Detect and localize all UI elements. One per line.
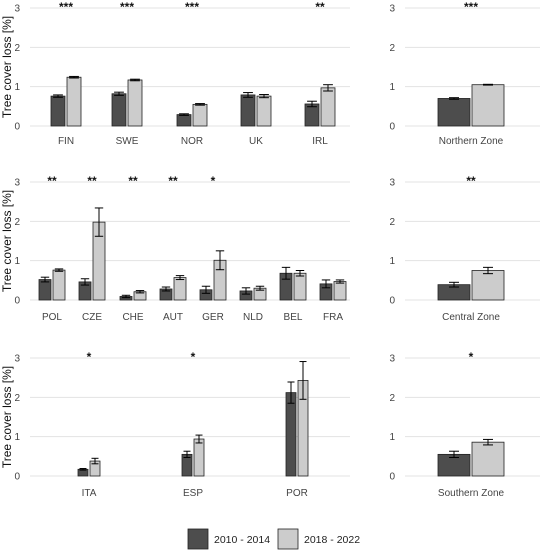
x-tick-label: BEL (284, 312, 303, 323)
y-tick-label: 1 (389, 432, 395, 443)
bar-nor-2018-2022 (192, 103, 208, 127)
x-tick-label: GER (202, 312, 224, 323)
legend-label: 2018 - 2022 (304, 534, 360, 546)
legend: 2010 - 2014 2018 - 2022 (187, 528, 360, 550)
y-tick-label: 3 (389, 178, 395, 189)
x-tick-label: FIN (58, 136, 74, 147)
bar-irl-2010-2014 (304, 103, 320, 127)
y-tick-label: 3 (14, 4, 20, 15)
bar-irl-2018-2022 (320, 87, 336, 127)
significance-marker: ** (315, 0, 325, 14)
y-tick-label: 2 (389, 217, 395, 228)
y-tick-label: 3 (389, 354, 395, 365)
bar-por-2010-2014 (285, 392, 297, 477)
legend-swatch-2010-2014 (187, 528, 209, 550)
y-tick-label: 3 (14, 178, 20, 189)
y-tick-label: 2 (14, 393, 20, 404)
significance-marker: * (87, 350, 92, 364)
chart-panel-4: 0 1 2 3 Central Zone ** (389, 174, 540, 323)
y-tick-label: 2 (389, 393, 395, 404)
chart-panel-6: 0 1 2 3 Southern Zone * (389, 350, 540, 499)
y-tick-label: 0 (389, 472, 395, 483)
y-tick-label: 0 (14, 122, 20, 133)
bar-fra-2018-2022 (333, 281, 347, 301)
significance-marker: ** (47, 174, 57, 188)
x-tick-label: POL (42, 312, 62, 323)
significance-marker: *** (120, 0, 134, 14)
x-tick-label: SWE (116, 136, 139, 147)
significance-marker: * (211, 174, 216, 188)
x-tick-label: Northern Zone (439, 136, 504, 147)
x-tick-label: FRA (323, 312, 343, 323)
y-axis-label: Tree cover loss [%] (0, 16, 14, 118)
y-tick-label: 1 (389, 256, 395, 267)
y-tick-label: 0 (14, 296, 20, 307)
bar-swe-2018-2022 (127, 79, 143, 127)
y-tick-label: 1 (14, 256, 20, 267)
bar-uk-2018-2022 (256, 95, 272, 127)
bar-aut-2018-2022 (173, 277, 187, 301)
legend-label: 2010 - 2014 (214, 534, 270, 546)
x-tick-label: ITA (82, 488, 97, 499)
y-tick-label: 1 (389, 82, 395, 93)
bar-fin-2018-2022 (66, 76, 82, 127)
bar-fin-2010-2014 (50, 95, 66, 127)
x-tick-label: CZE (82, 312, 102, 323)
y-tick-label: 1 (14, 432, 20, 443)
significance-marker: ** (128, 174, 138, 188)
y-tick-label: 3 (389, 4, 395, 15)
legend-swatch-2018-2022 (277, 528, 299, 550)
bar-pol-2010-2014 (38, 279, 52, 301)
x-tick-label: NOR (181, 136, 203, 147)
bar-pol-2018-2022 (52, 269, 66, 301)
x-tick-label: IRL (312, 136, 328, 147)
bar-central-zone-2018-2022 (471, 270, 505, 301)
bar-swe-2010-2014 (111, 93, 127, 127)
x-tick-label: Southern Zone (438, 488, 505, 499)
bar-esp-2018-2022 (193, 438, 205, 477)
y-tick-label: 0 (14, 472, 20, 483)
significance-marker: * (469, 350, 474, 364)
y-tick-label: 2 (14, 217, 20, 228)
y-tick-label: 3 (14, 354, 20, 365)
significance-marker: *** (464, 0, 478, 14)
significance-marker: *** (185, 0, 199, 14)
chart-panel-2: 0 1 2 3 Northern Zone *** (389, 0, 540, 147)
y-axis-label: Tree cover loss [%] (0, 366, 14, 468)
y-tick-label: 2 (389, 43, 395, 54)
x-tick-label: Central Zone (442, 312, 500, 323)
y-tick-label: 2 (14, 43, 20, 54)
x-tick-label: ESP (183, 488, 203, 499)
y-tick-label: 0 (389, 122, 395, 133)
x-tick-label: UK (249, 136, 263, 147)
bar-southern-zone-2018-2022 (471, 441, 505, 477)
bar-bel-2018-2022 (293, 272, 307, 301)
significance-marker: ** (466, 174, 476, 188)
significance-marker: *** (59, 0, 73, 14)
significance-marker: ** (168, 174, 178, 188)
bar-nor-2010-2014 (176, 114, 192, 127)
y-tick-label: 0 (389, 296, 395, 307)
x-tick-label: CHE (122, 312, 143, 323)
x-tick-label: POR (286, 488, 308, 499)
x-tick-label: NLD (243, 312, 263, 323)
x-tick-label: AUT (163, 312, 183, 323)
y-tick-label: 1 (14, 82, 20, 93)
significance-marker: ** (87, 174, 97, 188)
bar-uk-2010-2014 (240, 94, 256, 127)
bar-northern-zone-2010-2014 (437, 98, 471, 127)
significance-marker: * (191, 350, 196, 364)
bar-northern-zone-2018-2022 (471, 84, 505, 127)
y-axis-label: Tree cover loss [%] (0, 190, 14, 292)
